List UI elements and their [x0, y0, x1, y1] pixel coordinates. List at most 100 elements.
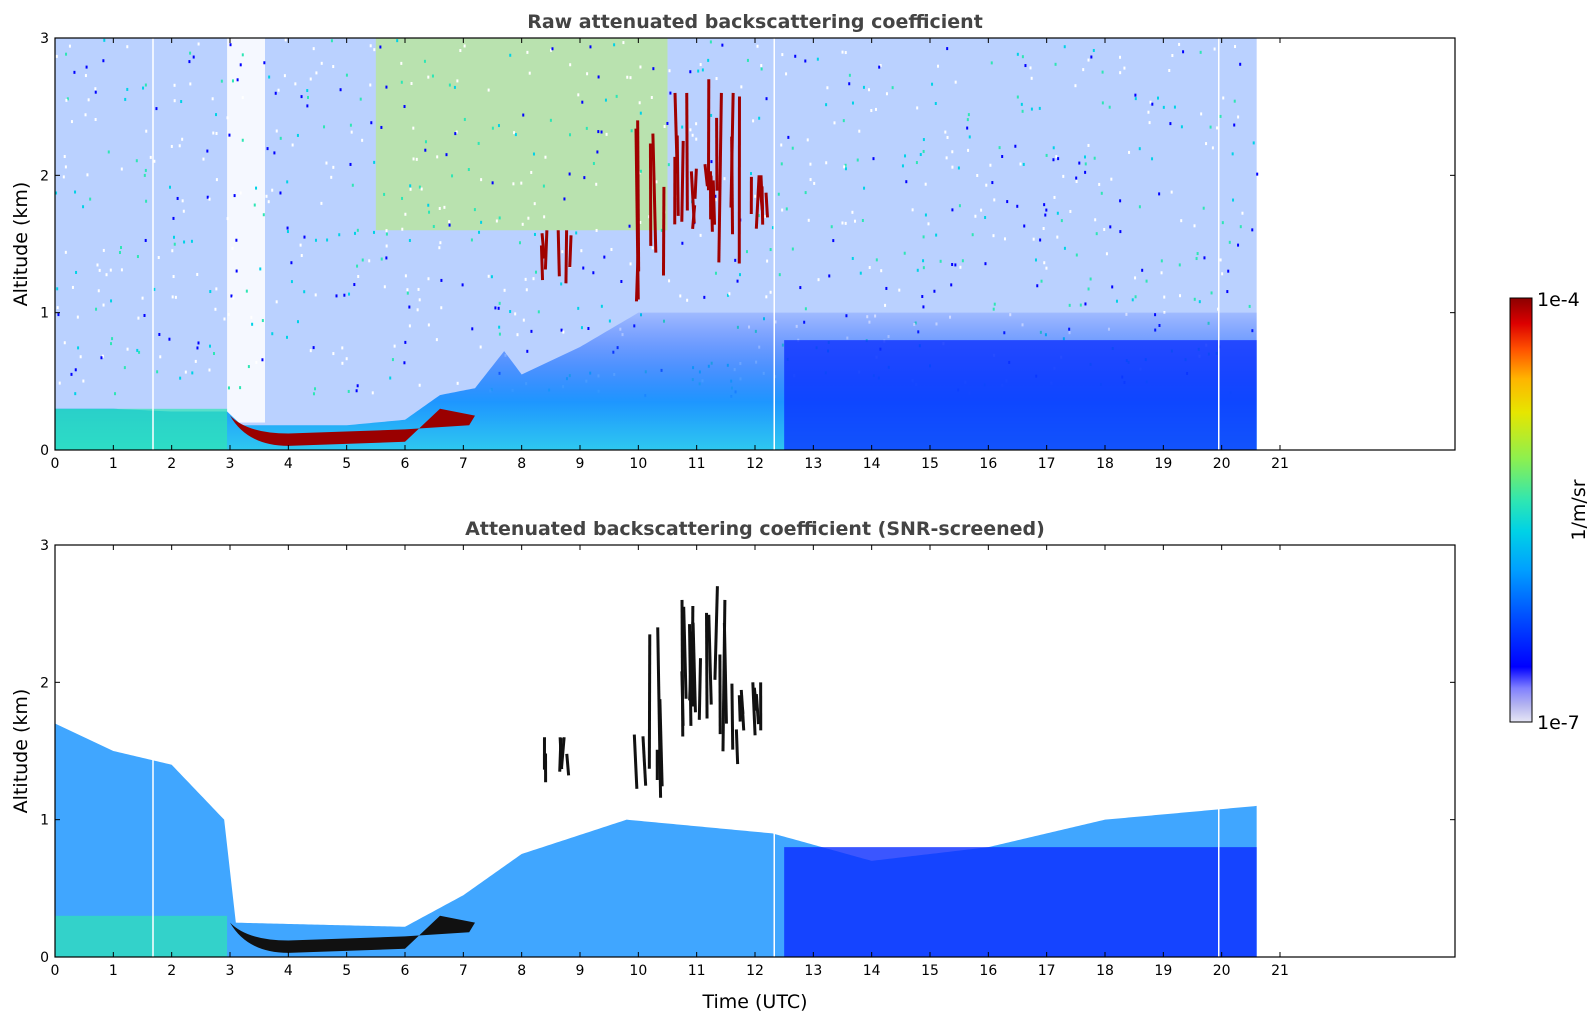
raw-speckle — [985, 183, 988, 187]
raw-speckle — [856, 158, 859, 162]
raw-speckle — [285, 335, 288, 339]
raw-speckle — [82, 205, 85, 209]
raw-speckle — [681, 241, 684, 245]
raw-speckle — [1079, 303, 1082, 307]
raw-speckle — [785, 72, 788, 76]
cloud-streak — [734, 729, 740, 765]
raw-speckle — [817, 278, 820, 282]
raw-speckle — [615, 94, 618, 98]
raw-speckle — [406, 291, 409, 295]
raw-speckle — [71, 285, 74, 289]
raw-speckle — [785, 207, 788, 211]
raw-speckle — [383, 192, 386, 196]
raw-speckle — [236, 78, 239, 82]
raw-speckle — [537, 310, 540, 314]
x-tick-label: 15 — [921, 963, 939, 979]
raw-speckle — [456, 79, 459, 83]
raw-speckle — [1158, 192, 1161, 196]
cloud-streak — [717, 92, 723, 263]
raw-speckle — [512, 182, 515, 186]
raw-speckle — [1055, 155, 1058, 159]
raw-speckle — [629, 76, 632, 80]
raw-speckle — [253, 203, 256, 207]
raw-speckle — [211, 97, 214, 101]
raw-speckle — [1228, 240, 1231, 244]
raw-speckle — [173, 242, 176, 246]
raw-speckle — [109, 268, 112, 272]
raw-speckle — [699, 233, 702, 237]
raw-speckle — [1134, 295, 1137, 299]
raw-speckle — [530, 170, 533, 174]
raw-speckle — [408, 305, 411, 309]
raw-speckle — [550, 48, 553, 52]
x-tick-label: 21 — [1271, 456, 1289, 472]
raw-speckle — [497, 306, 500, 310]
raw-speckle — [1087, 287, 1090, 291]
raw-speckle — [922, 138, 925, 142]
raw-speckle — [451, 174, 454, 178]
raw-speckle — [518, 241, 521, 245]
raw-speckle — [543, 215, 546, 219]
raw-speckle — [418, 185, 421, 189]
raw-speckle — [84, 74, 87, 78]
raw-speckle — [533, 202, 536, 206]
raw-speckle — [347, 389, 350, 393]
raw-speckle — [605, 132, 608, 136]
raw-speckle — [597, 75, 600, 79]
colorbar-max-label: 1e-4 — [1537, 289, 1580, 311]
raw-speckle — [951, 208, 954, 212]
raw-speckle — [400, 80, 403, 84]
raw-speckle — [55, 191, 58, 195]
raw-speckle — [1195, 257, 1198, 261]
raw-speckle — [1014, 144, 1017, 148]
raw-speckle — [919, 153, 922, 157]
raw-speckle — [1239, 62, 1242, 66]
raw-speckle — [769, 290, 772, 294]
x-tick-label: 7 — [459, 456, 468, 472]
raw-speckle — [1145, 279, 1148, 283]
raw-speckle — [714, 194, 717, 198]
raw-speckle — [1040, 279, 1043, 283]
raw-speckle — [325, 161, 328, 165]
raw-speckle — [385, 256, 388, 260]
panel-raw-title: Raw attenuated backscattering coefficien… — [527, 11, 983, 33]
raw-speckle — [562, 330, 565, 334]
raw-speckle — [957, 166, 960, 170]
raw-speckle — [862, 85, 865, 89]
raw-speckle — [809, 178, 812, 182]
cloud-streak — [680, 599, 685, 737]
raw-speckle — [1111, 285, 1114, 289]
raw-speckle — [760, 64, 763, 68]
raw-speckle — [120, 167, 123, 171]
raw-speckle — [1231, 152, 1234, 156]
raw-speckle — [577, 306, 580, 310]
raw-speckle — [825, 103, 828, 107]
cloud-streak — [751, 682, 757, 736]
x-tick-label: 5 — [342, 456, 351, 472]
raw-speckle — [144, 168, 147, 172]
raw-speckle — [353, 231, 356, 235]
raw-speckle — [1193, 224, 1196, 228]
x-tick-label: 2 — [167, 963, 176, 979]
raw-speckle — [487, 274, 490, 278]
raw-speckle — [667, 163, 670, 167]
raw-speckle — [754, 194, 757, 198]
raw-speckle — [82, 379, 85, 383]
raw-speckle — [870, 109, 873, 113]
raw-speckle — [144, 238, 147, 242]
raw-speckle — [1198, 300, 1201, 304]
raw-speckle — [853, 219, 856, 223]
cloud-streak — [740, 707, 746, 731]
raw-speckle — [498, 301, 501, 305]
raw-speckle — [145, 199, 148, 203]
raw-speckle — [686, 298, 689, 302]
x-tick-label: 18 — [1096, 963, 1114, 979]
raw-speckle — [290, 261, 293, 265]
raw-speckle — [980, 208, 983, 212]
raw-speckle — [420, 187, 423, 191]
raw-speckle — [878, 65, 881, 69]
raw-speckle — [703, 295, 706, 299]
raw-speckle — [85, 65, 88, 69]
raw-speckle — [1131, 298, 1134, 302]
raw-speckle — [1180, 125, 1183, 129]
